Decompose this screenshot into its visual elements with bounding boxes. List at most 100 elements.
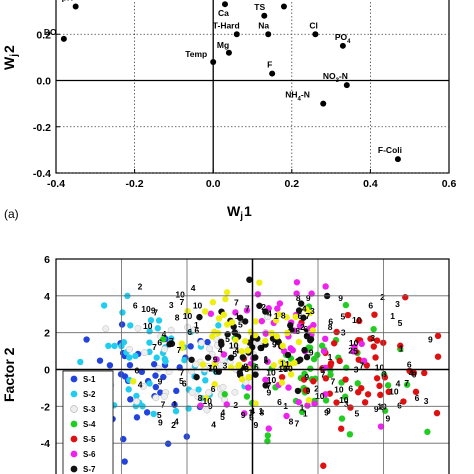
score-point-number: 10 <box>349 338 359 348</box>
score-point <box>320 348 328 355</box>
score-point-number: 1 <box>390 311 395 321</box>
score-point-number: 1 <box>285 359 290 369</box>
score-point-number: 7 <box>153 307 158 317</box>
score-point <box>223 321 231 328</box>
score-point-number: 5 <box>340 312 345 322</box>
score-point-number: 3 <box>169 300 174 310</box>
x-tick-label: 0.0 <box>206 178 221 190</box>
score-point <box>188 388 196 396</box>
score-point <box>252 400 259 407</box>
score-point <box>143 409 151 416</box>
score-point-number: 6 <box>187 327 192 337</box>
score-point-number: 5 <box>225 334 230 344</box>
score-point-number: 2 <box>348 346 353 356</box>
score-point <box>228 319 236 326</box>
score-point <box>358 340 365 348</box>
y-tick-label: -4 <box>41 438 50 450</box>
score-point-number: 1 <box>259 406 264 416</box>
score-point-number: 4 <box>162 329 167 339</box>
score-point-number: 9 <box>306 386 311 396</box>
score-point-number: 4 <box>396 378 401 388</box>
score-point-number: 7 <box>359 361 364 371</box>
score-point-number: 6 <box>397 401 402 411</box>
score-point <box>293 279 301 286</box>
score-point <box>150 361 158 368</box>
score-point <box>251 331 259 339</box>
score-point <box>187 343 194 350</box>
score-point <box>235 361 243 369</box>
score-point <box>106 362 114 369</box>
score-point-number: 9 <box>306 293 311 303</box>
score-point-number: 9 <box>374 404 379 414</box>
score-point-number: 8 <box>328 322 333 332</box>
score-point-number: 4 <box>409 368 414 378</box>
score-point-number: 3 <box>424 396 429 406</box>
score-point <box>205 389 213 397</box>
loading-point-label: Mg <box>217 40 229 50</box>
score-point <box>243 307 251 314</box>
score-point <box>346 431 354 438</box>
score-point <box>283 412 290 420</box>
score-point-number: 9 <box>309 348 314 358</box>
score-point-number: 10 <box>375 362 385 372</box>
score-point <box>188 356 195 363</box>
loading-point-label: F <box>267 60 272 70</box>
score-point-number: 4 <box>267 308 272 318</box>
score-point <box>342 376 349 383</box>
score-point <box>105 342 112 350</box>
score-point <box>285 384 292 391</box>
panel-label-a: (a) <box>4 207 19 221</box>
score-point <box>167 326 175 334</box>
score-point-number: 1 <box>399 343 404 353</box>
score-point <box>256 302 263 309</box>
score-point <box>160 335 167 343</box>
score-point <box>291 359 298 367</box>
score-point-number: 1 <box>328 352 333 362</box>
score-point <box>173 387 180 395</box>
score-point <box>303 353 311 361</box>
score-point <box>126 361 134 369</box>
score-plot-y-label: Factor 2 <box>1 347 17 402</box>
loading-point-label: NO3-N <box>323 71 348 84</box>
score-point <box>300 314 307 321</box>
score-point <box>153 354 160 361</box>
score-point-number: 10 <box>266 367 276 377</box>
score-point-number: 8 <box>281 310 286 320</box>
score-point-number: 9 <box>385 414 390 424</box>
score-point-number: 4 <box>218 345 223 355</box>
score-point <box>301 370 308 377</box>
score-point <box>155 317 163 324</box>
score-point-number: 1 <box>300 402 305 412</box>
score-point <box>400 398 407 405</box>
score-point-number: 9 <box>412 369 417 379</box>
score-point <box>338 415 346 422</box>
loading-point-label: Na <box>258 20 269 30</box>
score-point-number: 10 <box>143 321 153 331</box>
score-point <box>284 351 292 359</box>
score-point <box>243 393 251 400</box>
score-point-number: 5 <box>157 410 162 420</box>
score-point-number: 10 <box>208 363 218 373</box>
score-point-number: 7 <box>208 363 213 373</box>
score-point-number: 8 <box>295 326 300 336</box>
score-point-number: 4 <box>138 380 143 390</box>
score-point <box>100 302 108 309</box>
score-point <box>333 399 340 406</box>
score-point-number: 2 <box>138 281 143 291</box>
score-point <box>154 325 162 332</box>
score-point <box>211 328 218 336</box>
score-plot: 9668436968255919666710106241741786111069… <box>1 254 450 474</box>
score-point-number: 10 <box>141 304 151 314</box>
score-point <box>193 373 200 381</box>
loading-point <box>394 156 401 163</box>
score-point <box>297 300 305 307</box>
score-point <box>258 317 266 325</box>
score-point-number: 9 <box>260 343 265 353</box>
score-point-number: 7 <box>267 381 272 391</box>
score-point-number: 4 <box>302 304 307 314</box>
score-point <box>217 338 225 346</box>
score-point <box>221 391 228 398</box>
loading-point-label: pH <box>62 0 73 3</box>
score-point <box>232 336 239 344</box>
score-point <box>202 377 209 384</box>
